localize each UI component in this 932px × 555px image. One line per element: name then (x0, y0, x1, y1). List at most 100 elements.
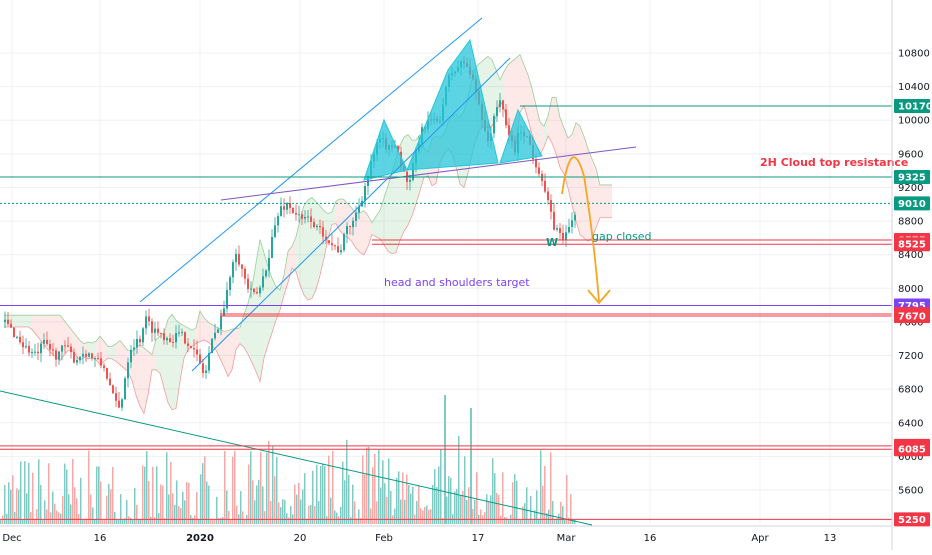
volume-bar (426, 505, 428, 524)
candle-body (82, 353, 84, 357)
cloud-segment (16, 315, 20, 327)
volume-bar (524, 503, 526, 524)
candle-body (91, 353, 93, 359)
price-levels (0, 105, 892, 520)
candle-body (319, 225, 321, 228)
volume-bar (108, 483, 110, 524)
volume-bar (166, 452, 168, 524)
volume-bar (118, 519, 120, 524)
volume-bar (384, 483, 386, 524)
cloud-segment (556, 97, 560, 168)
candle-body (298, 214, 300, 216)
price-axis-label: 9200 (898, 183, 923, 194)
time-axis-label: 13 (824, 533, 837, 544)
volume-bar (290, 506, 292, 524)
candle-body (61, 345, 63, 352)
price-tag-label: 10170 (898, 101, 932, 112)
time-axis-label: Mar (557, 533, 577, 544)
time-axis-label: 16 (644, 533, 657, 544)
candle-body (34, 351, 36, 353)
candle-body (286, 203, 288, 210)
cloud-segment (296, 219, 300, 285)
volume-bar (184, 500, 186, 524)
candle-body (496, 107, 498, 116)
cloud-segment (28, 315, 32, 330)
volume-bars (0, 395, 576, 524)
candle-body (124, 378, 126, 400)
volume-bar (348, 474, 350, 524)
candle-body (172, 341, 174, 343)
candle-body (328, 240, 330, 244)
candle-body (268, 257, 270, 271)
price-tag[interactable]: 8525 (894, 237, 930, 252)
candle-body (127, 362, 129, 379)
candle-body (334, 245, 336, 247)
candle-body (331, 243, 333, 246)
volume-bar (64, 463, 66, 524)
cloud-segment (316, 201, 320, 290)
volume-bar (344, 480, 346, 524)
volume-bar (332, 450, 334, 524)
gap-closed-label: gap closed (592, 230, 652, 243)
volume-bar (242, 511, 244, 524)
volume-bar (164, 518, 166, 524)
volume-bar (74, 487, 76, 524)
volume-bar (34, 518, 36, 524)
cloud-segment (568, 134, 572, 206)
price-tag[interactable]: 9010 (894, 196, 930, 211)
price-tag[interactable]: 9325 (894, 169, 930, 184)
candle-body (22, 342, 24, 348)
candle-body (556, 228, 558, 230)
volume-bar (530, 495, 532, 524)
candle-body (217, 329, 219, 333)
volume-bar (434, 469, 436, 524)
cloud-segment (144, 347, 148, 414)
cloud-segment (528, 74, 532, 135)
volume-bar (298, 482, 300, 524)
volume-bar (558, 513, 560, 524)
candle-body (46, 339, 48, 344)
volume-bar (534, 510, 536, 524)
candle-body (169, 338, 171, 342)
volume-bar (168, 494, 170, 524)
volume-bar (380, 487, 382, 524)
candle-body (148, 316, 150, 322)
volume-bar (128, 516, 130, 524)
volume-bar (24, 461, 26, 524)
projection-curve (561, 156, 600, 302)
cloud-segment (204, 317, 208, 343)
cloud-resistance-label: 2H Cloud top resistance (760, 156, 908, 169)
candle-body (214, 332, 216, 339)
volume-bar (100, 481, 102, 524)
price-tag[interactable]: 7670 (894, 309, 930, 324)
volume-bar (570, 494, 572, 524)
volume-bar (402, 472, 404, 524)
volume-bar (444, 395, 446, 524)
volume-bar (106, 495, 108, 524)
volume-bar (250, 451, 252, 524)
volume-bar (162, 485, 164, 524)
cloud-segment (304, 199, 308, 301)
price-tag[interactable]: 6085 (894, 442, 930, 457)
volume-bar (264, 511, 266, 524)
candle-body (100, 358, 102, 366)
volume-bar (244, 519, 246, 524)
volume-bar (518, 519, 520, 524)
volume-bar (388, 458, 390, 524)
volume-bar (420, 508, 422, 524)
volume-bar (154, 517, 156, 524)
candle-body (31, 352, 33, 354)
cloud-segment (256, 239, 260, 382)
price-tag[interactable]: 10170 (894, 98, 932, 113)
descending-trend-line (0, 390, 593, 526)
cloud-segment (300, 205, 304, 296)
volume-bar (474, 499, 476, 524)
candle-body (226, 289, 228, 309)
price-tag[interactable]: 5250 (894, 512, 930, 527)
candle-body (538, 167, 540, 174)
cloud-segment (40, 315, 44, 345)
volume-bar (178, 505, 180, 524)
price-axis-label: 10000 (898, 116, 930, 127)
